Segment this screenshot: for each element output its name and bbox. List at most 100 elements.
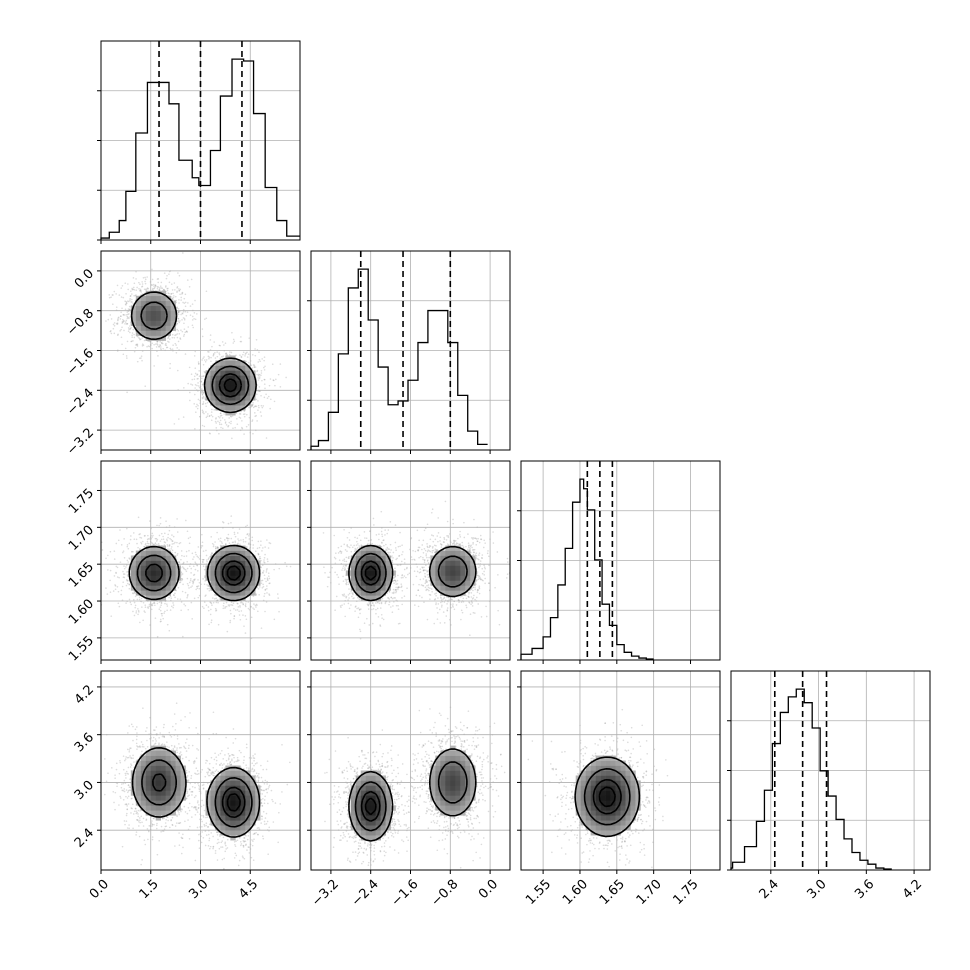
sample-point (180, 574, 183, 576)
sample-point (136, 360, 139, 363)
sample-point (239, 618, 242, 621)
sample-point (215, 610, 217, 612)
sample-point (273, 568, 275, 571)
sample-point (144, 611, 146, 614)
sample-point (116, 323, 119, 325)
sample-point (171, 297, 174, 300)
density-cell (235, 595, 241, 601)
sample-point (187, 608, 190, 611)
density-cell (225, 360, 231, 366)
sample-point (158, 287, 161, 289)
sample-point (268, 384, 271, 387)
sample-point (204, 402, 207, 405)
sample-point (236, 423, 239, 425)
density-cell (245, 570, 251, 576)
sample-point (105, 320, 107, 322)
sample-point (207, 350, 209, 353)
sample-point (180, 577, 183, 580)
density-cell (250, 585, 256, 591)
sample-point (236, 543, 239, 546)
sample-point (227, 522, 230, 525)
density-cell (240, 390, 246, 396)
density-cell (150, 295, 157, 302)
panel-content (311, 461, 510, 660)
sample-point (153, 602, 156, 604)
density-cell (235, 360, 241, 366)
sample-point (170, 605, 173, 608)
density-cell (225, 575, 231, 581)
sample-point (189, 579, 192, 582)
sample-point (242, 538, 245, 541)
sample-point (117, 333, 119, 336)
sample-point (256, 370, 258, 373)
density-cell (210, 365, 216, 371)
sample-point (128, 300, 130, 303)
density-cell (240, 380, 246, 386)
sample-point (119, 561, 122, 563)
sample-point (251, 536, 254, 539)
sample-point (154, 537, 157, 540)
sample-point (131, 551, 133, 553)
sample-point (128, 598, 131, 601)
sample-point (129, 295, 132, 298)
sample-point (230, 604, 233, 606)
sample-point (201, 391, 204, 393)
sample-point (168, 529, 171, 532)
sample-point (203, 391, 206, 394)
sample-point (252, 403, 254, 406)
sample-point (230, 420, 232, 423)
sample-point (138, 533, 140, 536)
sample-point (373, 524, 375, 526)
density-cell (140, 575, 147, 581)
sample-point (126, 545, 129, 548)
sample-point (215, 417, 217, 419)
density-cell (150, 335, 157, 341)
sample-point (205, 405, 207, 408)
sample-point (190, 601, 193, 604)
sample-point (132, 328, 135, 331)
sample-point (197, 363, 200, 365)
sample-point (201, 605, 204, 608)
sample-point (228, 542, 231, 544)
sample-point (153, 287, 155, 290)
density-cell (130, 565, 137, 571)
sample-point (220, 423, 223, 426)
sample-point (160, 538, 163, 541)
density-cell (160, 315, 166, 321)
sample-point (255, 338, 258, 341)
sample-point (128, 557, 130, 559)
sample-point (257, 587, 260, 590)
sample-point (182, 335, 185, 337)
sample-point (257, 553, 260, 556)
sample-point (119, 330, 121, 332)
sample-point (268, 593, 270, 595)
sample-point (166, 545, 169, 547)
sample-point (194, 387, 196, 389)
sample-point (134, 346, 137, 349)
density-cell (220, 395, 226, 401)
sample-point (170, 292, 173, 295)
sample-point (263, 383, 266, 385)
sample-point (129, 297, 131, 300)
density-cell (225, 375, 231, 381)
sample-point (256, 420, 258, 422)
sample-point (230, 601, 233, 604)
histogram-steps (100, 58, 300, 240)
sample-point (136, 286, 138, 289)
density-cell (140, 295, 147, 302)
sample-point (132, 340, 134, 342)
sample-point (147, 607, 150, 609)
sample-point (153, 343, 155, 346)
sample-point (242, 614, 244, 616)
sample-point (385, 549, 388, 552)
sample-point (236, 602, 239, 605)
sample-point (170, 538, 173, 541)
sample-point (200, 545, 203, 547)
sample-point (139, 536, 141, 539)
sample-point (183, 302, 186, 304)
sample-point (289, 565, 292, 568)
sample-point (191, 618, 194, 620)
sample-point (236, 417, 238, 420)
sample-point (263, 592, 266, 595)
sample-point (178, 561, 181, 564)
